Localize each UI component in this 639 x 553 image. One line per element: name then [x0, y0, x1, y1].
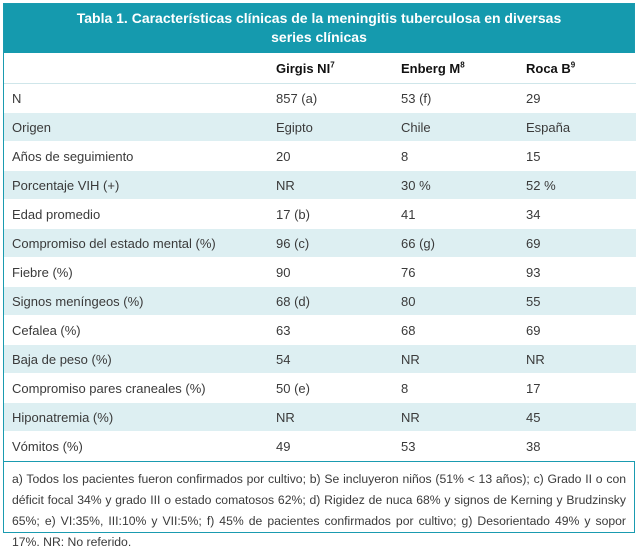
table-cell: 20	[266, 141, 394, 171]
table-frame: Tabla 1. Características clínicas de la …	[3, 3, 636, 549]
table-cell: 45	[512, 402, 636, 432]
table-cell: NR	[266, 402, 394, 432]
header-roca: Roca B9	[512, 53, 636, 84]
header-girgis-ref: 7	[330, 60, 335, 70]
table-cell: España	[512, 112, 636, 142]
table-row: Origen Egipto Chile España	[4, 112, 636, 142]
header-empty	[4, 53, 266, 84]
header-enberg-label: Enberg M	[401, 60, 461, 76]
table-cell: NR	[394, 402, 512, 432]
table-cell: 68 (d)	[266, 286, 394, 316]
table-cell: 34	[512, 199, 636, 229]
table-cell: 17 (b)	[266, 199, 394, 229]
header-enberg: Enberg M8	[394, 53, 512, 84]
row-label: Compromiso pares craneales (%)	[4, 373, 266, 403]
table-cell: Chile	[394, 112, 512, 142]
table-cell: 857 (a)	[266, 83, 394, 113]
table-footnote: a) Todos los pacientes fueron confirmado…	[4, 461, 634, 551]
table-cell: NR	[266, 170, 394, 200]
table-cell: 15	[512, 141, 636, 171]
row-label: Compromiso del estado mental (%)	[4, 228, 266, 258]
table-cell: 29	[512, 83, 636, 113]
row-label: Fiebre (%)	[4, 257, 266, 287]
table-row: Edad promedio 17 (b) 41 34	[4, 199, 636, 229]
row-label: Vómitos (%)	[4, 431, 266, 461]
table-cell: NR	[394, 344, 512, 374]
table-row: Años de seguimiento 20 8 15	[4, 141, 636, 171]
table-row: Cefalea (%) 63 68 69	[4, 315, 636, 345]
table-row: Compromiso del estado mental (%) 96 (c) 66…	[4, 228, 636, 258]
table-cell: 90	[266, 257, 394, 287]
table-cell: Egipto	[266, 112, 394, 142]
table-cell: 93	[512, 257, 636, 287]
table-cell: 17	[512, 373, 636, 403]
table-cell: 63	[266, 315, 394, 345]
table-row: Baja de peso (%) 54 NR NR	[4, 344, 636, 374]
header-roca-label: Roca B	[526, 60, 571, 76]
clinical-characteristics-table: Girgis NI7 Enberg M8 Roca B9 N 857 (a) 53 …	[4, 53, 636, 461]
table-cell: 76	[394, 257, 512, 287]
table-row: N 857 (a) 53 (f) 29	[4, 83, 636, 113]
table-cell: 96 (c)	[266, 228, 394, 258]
table-cell: 54	[266, 344, 394, 374]
table-cell: 49	[266, 431, 394, 461]
row-label: Signos meníngeos (%)	[4, 286, 266, 316]
header-girgis: Girgis NI7	[266, 53, 394, 84]
table-cell: 69	[512, 228, 636, 258]
table-title-line-2: series clínicas	[271, 29, 367, 45]
table-title: Tabla 1. Características clínicas de la …	[4, 4, 634, 53]
row-label: Baja de peso (%)	[4, 344, 266, 374]
row-label: Cefalea (%)	[4, 315, 266, 345]
row-label: Hiponatremia (%)	[4, 402, 266, 432]
table-cell: 8	[394, 141, 512, 171]
table-cell: 68	[394, 315, 512, 345]
table-cell: 53	[394, 431, 512, 461]
table-body: N 857 (a) 53 (f) 29 Origen Egipto Chile España A…	[4, 83, 636, 461]
table-cell: 55	[512, 286, 636, 316]
table-cell: 50 (e)	[266, 373, 394, 403]
row-label: N	[4, 83, 266, 113]
table-cell: 52 %	[512, 170, 636, 200]
header-enberg-ref: 8	[460, 60, 465, 70]
header-roca-ref: 9	[570, 60, 576, 70]
table-cell: 30 %	[394, 170, 512, 200]
table-title-line-1: Tabla 1. Características clínicas de la …	[76, 10, 562, 26]
row-label: Porcentaje VIH (+)	[4, 170, 266, 200]
table-row: Fiebre (%) 90 76 93	[4, 257, 636, 287]
table-header-row: Girgis NI7 Enberg M8 Roca B9	[4, 53, 636, 84]
row-label: Años de seguimiento	[4, 141, 266, 171]
table-row: Porcentaje VIH (+) NR 30 % 52 %	[4, 170, 636, 200]
table-row: Vómitos (%) 49 53 38	[4, 431, 636, 461]
row-label: Origen	[4, 112, 266, 142]
table-cell: 38	[512, 431, 636, 461]
table-row: Compromiso pares craneales (%) 50 (e) 8 17	[4, 373, 636, 403]
table-cell: 69	[512, 315, 636, 345]
table-cell: 53 (f)	[394, 83, 512, 113]
table-row: Hiponatremia (%) NR NR 45	[4, 402, 636, 432]
table-cell: NR	[512, 344, 636, 374]
table-cell: 41	[394, 199, 512, 229]
header-girgis-label: Girgis NI	[276, 60, 331, 76]
table-row: Signos meníngeos (%) 68 (d) 80 55	[4, 286, 636, 316]
row-label: Edad promedio	[4, 199, 266, 229]
table-cell: 66 (g)	[394, 228, 512, 258]
table-cell: 80	[394, 286, 512, 316]
table-cell: 8	[394, 373, 512, 403]
